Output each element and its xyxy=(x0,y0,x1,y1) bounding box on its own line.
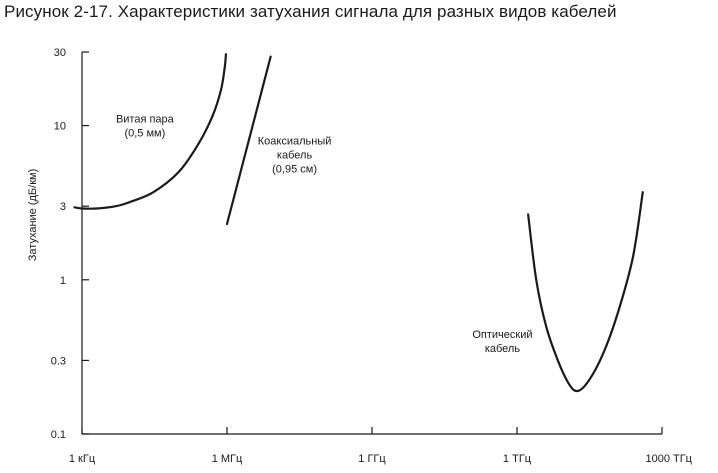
y-tick-label: 0.1 xyxy=(51,429,66,441)
y-tick-label: 0.3 xyxy=(51,355,66,367)
coaxial-cable-label: кабель xyxy=(277,149,313,161)
figure-title: Рисунок 2-17. Характеристики затухания с… xyxy=(4,2,617,21)
twisted-pair-label: (0,5 мм) xyxy=(124,128,165,140)
x-tick-label: 1 ТГц xyxy=(503,453,532,465)
y-tick-label: 3 xyxy=(60,201,66,213)
coaxial-cable-label: Коаксиальный xyxy=(258,135,332,147)
twisted-pair-curve xyxy=(73,53,228,210)
twisted-pair-label: Витая пара xyxy=(116,114,175,126)
coaxial-cable-curve xyxy=(225,55,272,226)
curves xyxy=(73,53,644,393)
optical-cable-label: Оптический xyxy=(472,329,532,341)
optical-cable-label: кабель xyxy=(485,343,521,355)
coaxial-cable-label: (0,95 см) xyxy=(272,163,317,175)
y-tick-label: 30 xyxy=(54,47,66,59)
axes: 0.1 0.3 1 3 10 30 1 кГц 1 МГц 1 ГГц 1 ТГц 1000 ТГц… xyxy=(27,47,693,465)
x-tick-label: 1 кГц xyxy=(69,453,96,465)
y-tick-label: 10 xyxy=(54,121,66,133)
y-axis-label: Затухание (дБ/км) xyxy=(27,169,39,261)
curve-labels: Витая пара (0,5 мм) Коаксиальный кабель (0,9… xyxy=(116,114,533,356)
optical-cable-curve xyxy=(527,191,644,393)
y-tick-label: 1 xyxy=(60,275,66,287)
x-tick-label: 1 ГГц xyxy=(358,453,386,465)
x-tick-label: 1000 ТГц xyxy=(645,453,692,465)
x-tick-label: 1 МГц xyxy=(212,453,243,465)
